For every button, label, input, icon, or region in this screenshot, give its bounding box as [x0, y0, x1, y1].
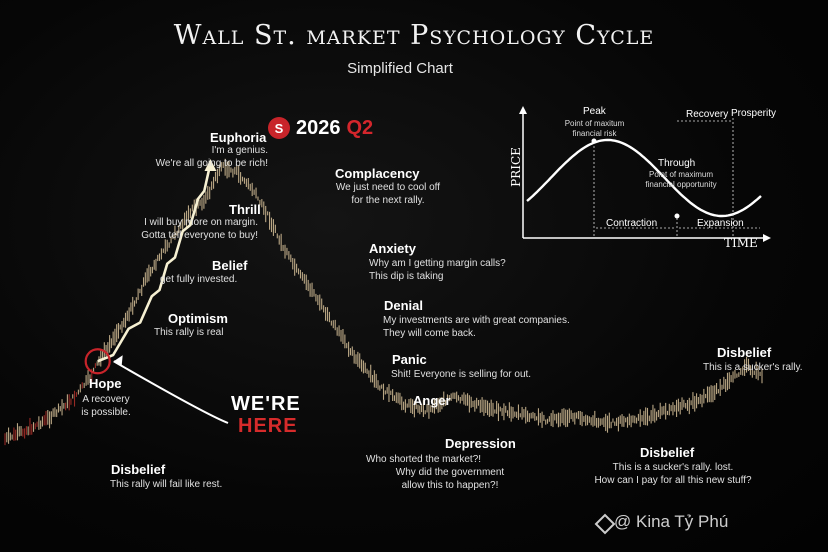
projection-arrowhead — [204, 159, 217, 171]
inset-x-arrow — [763, 234, 771, 242]
phase-label-euphoria: Euphoria — [210, 130, 267, 145]
quote-line: Why did the government — [395, 467, 505, 478]
phase-quote-complacency: We just need to cool off for the next ra… — [325, 181, 451, 207]
inset-y-arrow — [519, 106, 527, 114]
inset-peak-note: Point of maxitum financial risk — [552, 119, 637, 139]
quote-line: I'm a genius. — [211, 145, 268, 156]
here-label: HERE — [238, 415, 298, 437]
quote-line: My investments are with great companies. — [383, 315, 570, 326]
current-position-marker — [84, 348, 111, 375]
phase-quote-panic: Shit! Everyone is selling for out. — [391, 369, 532, 380]
phase-label-disbelief-1: Disbelief — [111, 462, 166, 477]
phase-label-thrill: Thrill — [229, 202, 261, 217]
phase-label-optimism: Optimism — [168, 311, 228, 326]
quote-line: I will buy more on margin. — [144, 217, 258, 228]
here-arrow-line — [113, 360, 229, 424]
phase-quote-disbelief-3: This is a sucker's rally. — [703, 362, 803, 373]
phase-label-belief: Belief — [212, 258, 248, 273]
exchange-logo-icon — [594, 513, 616, 535]
quote-line: We're all going to be rich! — [155, 158, 268, 169]
quote-line: for the next rally. — [351, 195, 425, 206]
inset-contraction-label: Contraction — [606, 218, 658, 229]
projected-rally-line — [97, 162, 212, 363]
badge-year: 2026 — [296, 116, 341, 139]
inset-expansion-label: Expansion — [697, 218, 744, 229]
phase-label-depression: Depression — [445, 436, 516, 451]
phase-label-panic: Panic — [392, 352, 427, 367]
chart-title: Wall St. market Psychology Cycle — [173, 20, 655, 51]
quote-line: Who shorted the market?! — [366, 454, 482, 465]
phase-quote-anxiety: Why am I getting margin calls? This dip … — [369, 257, 506, 283]
chart-subtitle: Simplified Chart — [347, 60, 453, 77]
inset-ylabel: PRICE — [508, 147, 523, 187]
inset-peak-point — [591, 138, 597, 144]
inset-cycle-curve — [526, 138, 762, 218]
we-are-label: WE'RE — [231, 393, 301, 415]
quote-line: is possible. — [81, 407, 131, 418]
quote-line: This dip is taking — [369, 271, 444, 282]
phase-label-denial: Denial — [384, 298, 424, 313]
quote-line: Why am I getting margin calls? — [369, 258, 506, 269]
note-line: Point of maxitum — [564, 119, 625, 128]
inset-recovery-label: Recovery — [686, 109, 729, 120]
quote-line: allow this to happen?! — [401, 480, 499, 491]
phase-quote-hope: A recovery is possible. — [76, 393, 136, 419]
phase-label-complacency: Complacency — [335, 166, 420, 181]
watermark: @ Kina Tỷ Phú — [614, 512, 729, 531]
phase-quote-optimism: This rally is real — [154, 327, 224, 338]
phase-quote-depression: Who shorted the market?! Why did the gov… — [360, 453, 510, 492]
inset-through-note: Point of maximum financial opportunity — [636, 170, 726, 190]
phase-quote-disbelief-1: This rally will fail like rest. — [110, 479, 223, 490]
here-arrow-head — [113, 355, 123, 366]
quote-line: We just need to cool off — [335, 182, 441, 193]
phase-label-disbelief-2: Disbelief — [640, 445, 695, 460]
note-line: financial risk — [572, 129, 617, 138]
quote-line: This is a sucker's rally. lost. — [612, 462, 734, 473]
date-badge: S 2026 Q2 — [268, 116, 373, 140]
inset-prosperity-label: Prosperity — [731, 108, 777, 119]
note-line: Point of maximum — [648, 170, 714, 179]
inset-through-point — [674, 213, 680, 219]
note-line: financial opportunity — [645, 180, 717, 189]
inset-xlabel: TIME — [724, 236, 758, 250]
badge-quarter: Q2 — [346, 116, 374, 139]
phase-quote-thrill: I will buy more on margin. Gotta tell ev… — [140, 216, 258, 242]
phase-label-anger: Anger — [413, 393, 451, 408]
quote-line: They will come back. — [383, 328, 476, 339]
quote-line: How can I pay for all this new stuff? — [594, 475, 752, 486]
phase-quote-denial: My investments are with great companies.… — [383, 314, 570, 340]
phase-quote-euphoria: I'm a genius. We're all going to be rich… — [150, 144, 268, 170]
quote-line: A recovery — [82, 394, 130, 405]
phase-label-disbelief-3: Disbelief — [717, 345, 772, 360]
inset-peak-label: Peak — [583, 106, 606, 117]
phase-label-hope: Hope — [89, 376, 122, 391]
phase-quote-disbelief-2: This is a sucker's rally. lost. How can … — [578, 461, 768, 487]
phase-label-anxiety: Anxiety — [369, 241, 416, 256]
inset-through-label: Through — [658, 158, 696, 169]
phase-quote-belief: get fully invested. — [160, 274, 238, 285]
quote-line: Gotta tell everyone to buy! — [141, 230, 258, 241]
s-circle-icon: S — [268, 117, 290, 139]
